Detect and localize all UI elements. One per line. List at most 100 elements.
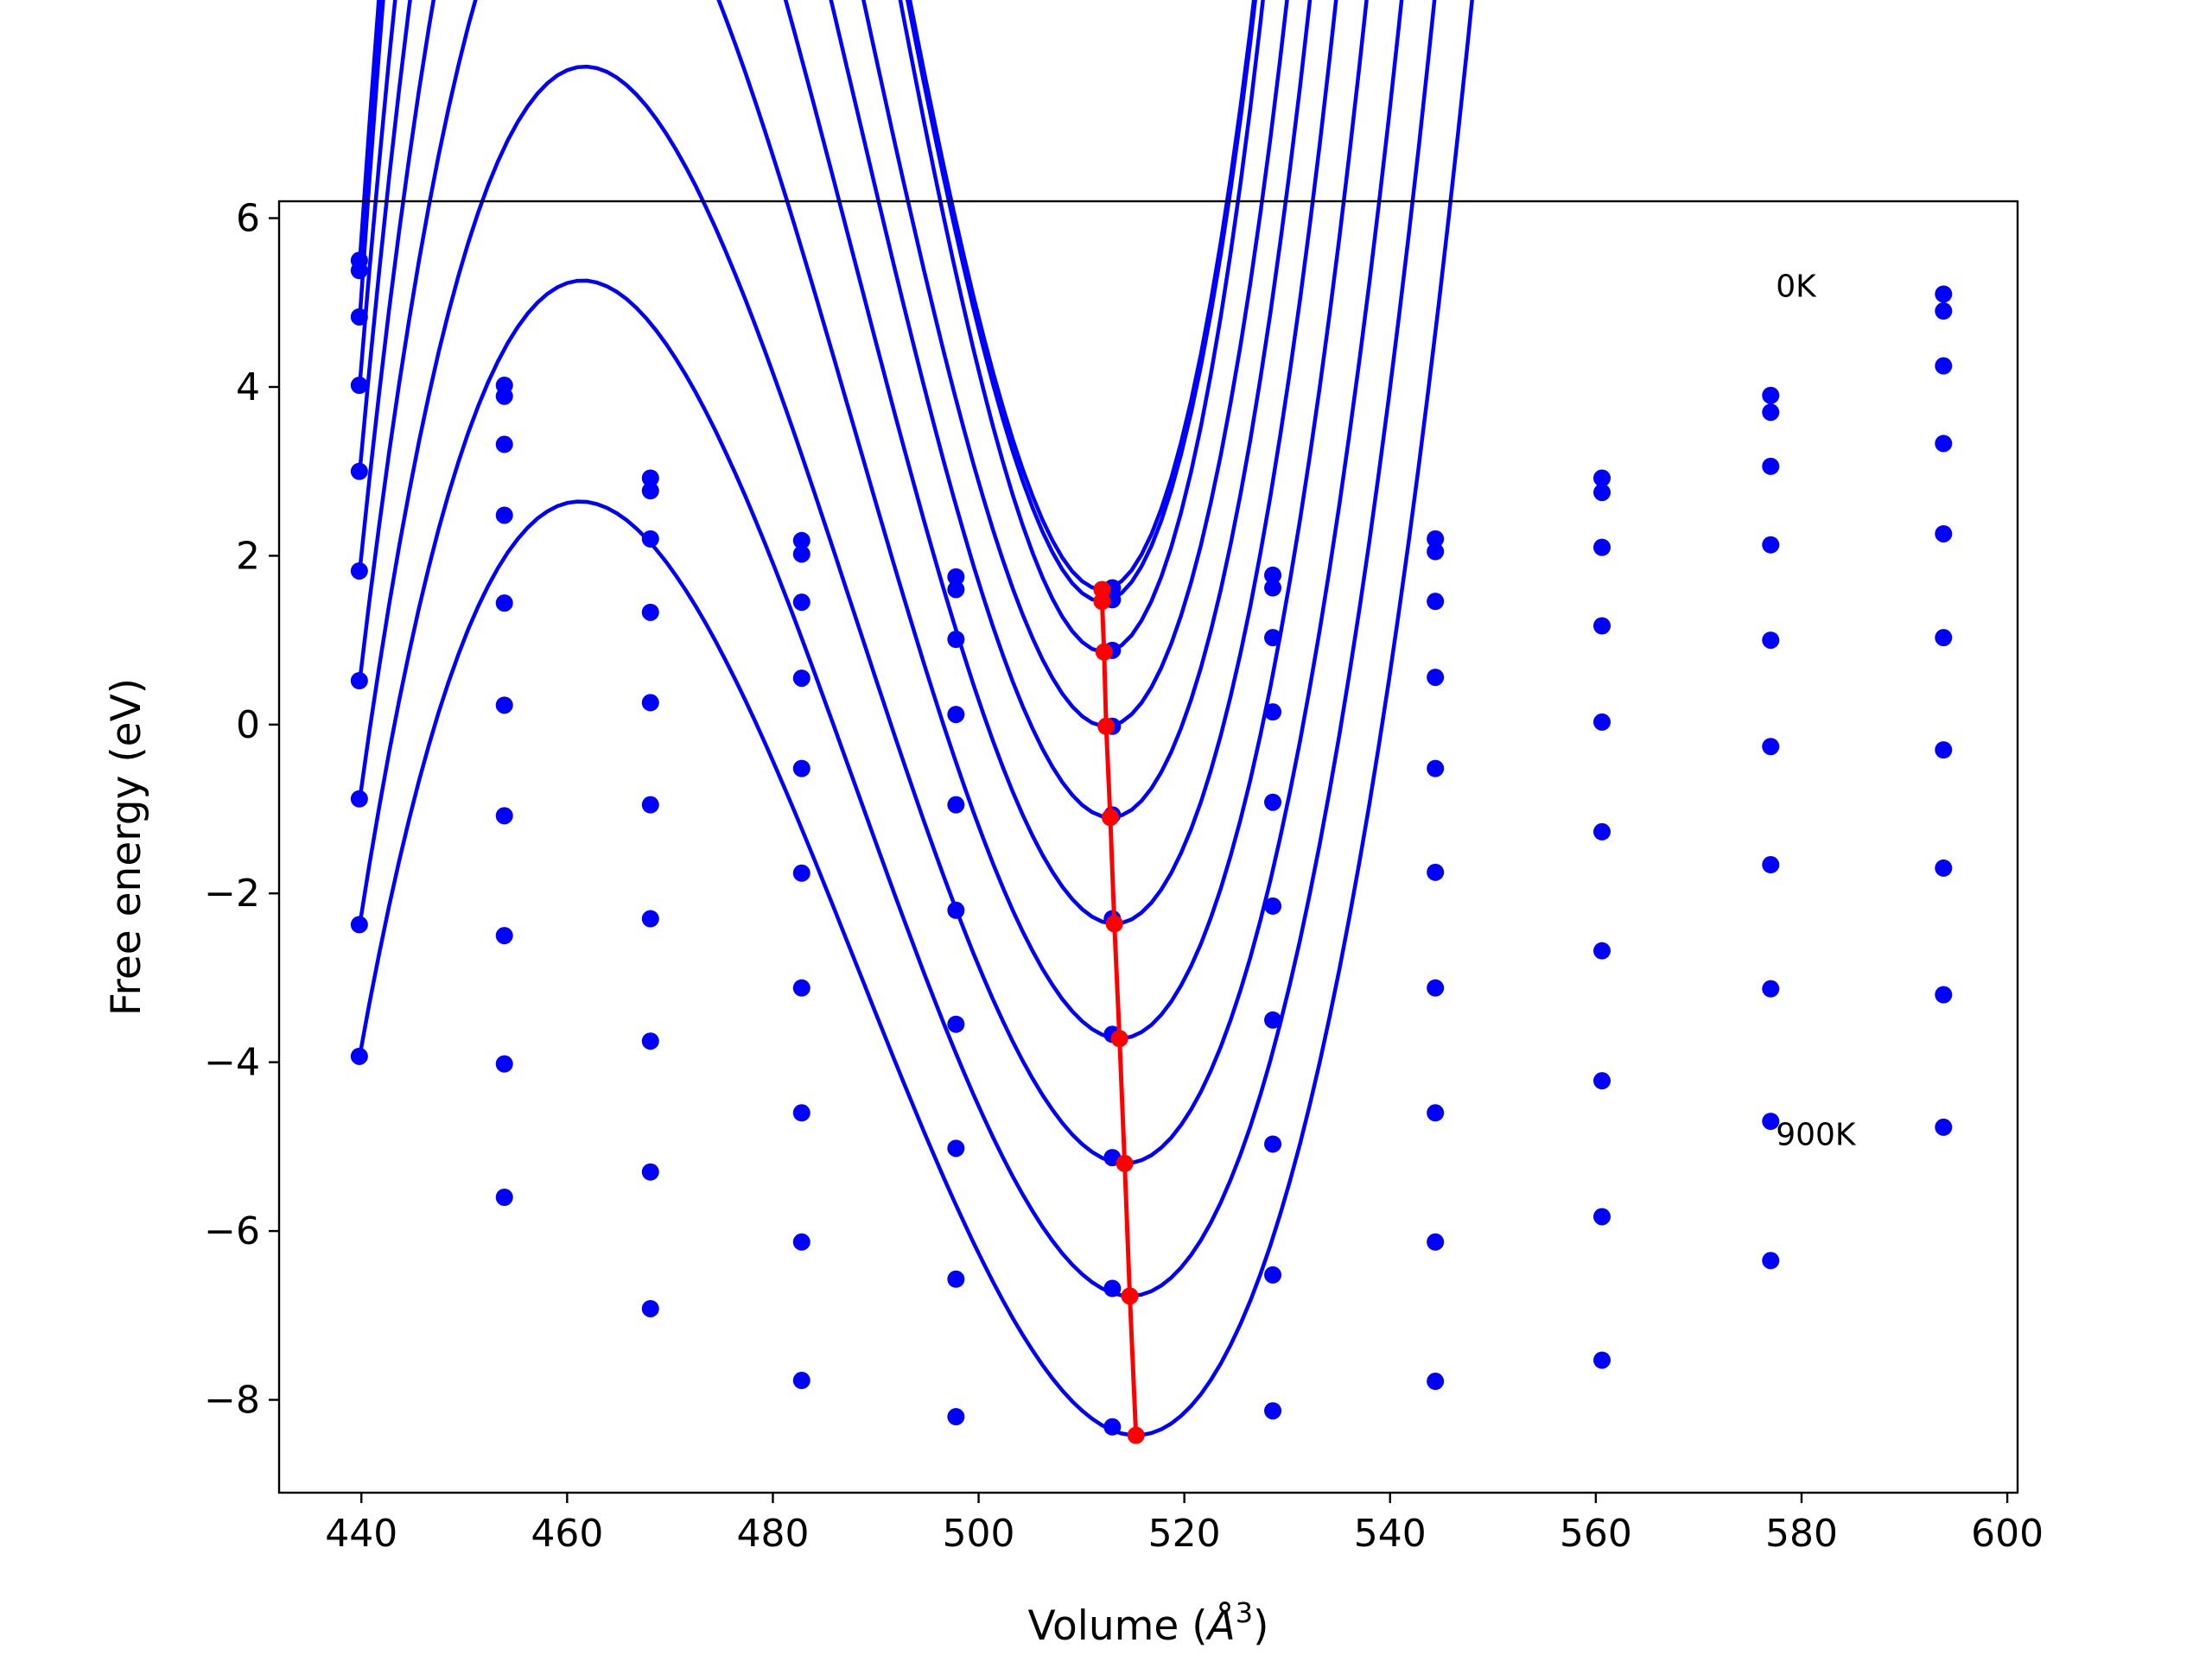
data-point-5-10 (1935, 629, 1953, 647)
data-point-4-10 (1935, 524, 1953, 542)
data-point-7-4 (947, 1139, 965, 1158)
data-point-3-8 (1593, 617, 1611, 635)
data-point-4-0 (350, 462, 368, 480)
data-point-7-10 (1935, 859, 1953, 877)
x-tick-label: 500 (943, 1512, 1015, 1556)
data-point-1-3 (792, 545, 810, 563)
data-point-0-3 (792, 531, 810, 549)
data-point-2-0 (350, 308, 368, 326)
minima-point-3 (1097, 717, 1116, 735)
annotation-900k: 900K (1776, 1118, 1857, 1153)
fit-curve-8 (357, 0, 1437, 1298)
data-point-5-0 (350, 561, 368, 580)
data-point-5-4 (947, 901, 965, 919)
data-point-1-1 (495, 387, 513, 405)
plot-frame (277, 200, 2019, 1494)
x-tick-label: 560 (1560, 1512, 1632, 1556)
x-axis-label-close: ) (1253, 1602, 1268, 1650)
data-point-9-5 (1103, 1418, 1122, 1436)
data-point-2-9 (1762, 457, 1780, 475)
data-point-4-3 (792, 759, 810, 777)
data-point-9-0 (350, 1047, 368, 1065)
data-point-3-6 (1264, 703, 1282, 721)
minima-point-7 (1116, 1154, 1134, 1172)
data-point-5-2 (641, 796, 659, 814)
minima-point-9 (1127, 1426, 1145, 1444)
data-point-8-7 (1427, 1233, 1445, 1251)
data-point-2-10 (1935, 357, 1953, 375)
data-point-4-6 (1264, 793, 1282, 811)
data-point-9-3 (792, 1372, 810, 1390)
y-tick-label: 4 (236, 365, 260, 409)
data-point-3-2 (641, 603, 659, 621)
data-point-7-2 (641, 1032, 659, 1050)
data-point-4-8 (1593, 713, 1611, 731)
data-point-1-9 (1762, 403, 1780, 422)
x-tick-label: 600 (1971, 1512, 2044, 1556)
data-point-4-2 (641, 694, 659, 712)
data-point-6-2 (641, 910, 659, 928)
data-point-8-4 (947, 1270, 965, 1288)
data-point-5-1 (495, 696, 513, 714)
data-point-9-10 (1935, 1118, 1953, 1136)
data-point-2-3 (792, 593, 810, 612)
data-point-2-1 (495, 435, 513, 454)
y-tick-label: 0 (236, 703, 260, 747)
data-point-6-4 (947, 1015, 965, 1033)
fit-curve-0 (357, 0, 1256, 592)
y-tick-label: −2 (204, 872, 260, 916)
fit-curves (357, 0, 1474, 1437)
data-point-6-0 (350, 672, 368, 690)
data-point-5-9 (1762, 738, 1780, 756)
data-point-3-1 (495, 506, 513, 524)
data-point-8-0 (350, 916, 368, 934)
data-point-4-1 (495, 594, 513, 612)
data-point-7-3 (792, 1104, 810, 1122)
data-point-6-10 (1935, 741, 1953, 759)
data-point-9-2 (641, 1299, 659, 1317)
data-point-2-4 (947, 631, 965, 649)
x-axis-ticks: 440 460 480 500 520 540 560 580 600 (325, 1493, 2044, 1556)
data-point-4-4 (947, 796, 965, 814)
data-point-5-8 (1593, 822, 1611, 841)
x-tick-label: 580 (1765, 1512, 1838, 1556)
data-point-6-3 (792, 979, 810, 997)
data-point-2-2 (641, 530, 659, 548)
data-point-9-6 (1264, 1402, 1282, 1420)
data-point-3-3 (792, 669, 810, 688)
data-point-1-10 (1935, 302, 1953, 320)
fit-curve-1 (357, 0, 1257, 604)
data-point-7-8 (1593, 1072, 1611, 1090)
data-point-0-10 (1935, 285, 1953, 303)
minima-point-2 (1095, 643, 1113, 661)
data-point-8-5 (1103, 1279, 1122, 1297)
y-tick-label: 2 (236, 534, 260, 578)
fit-curve-2 (357, 0, 1265, 654)
data-point-0-4 (947, 568, 965, 586)
data-point-8-2 (641, 1163, 659, 1181)
fit-curve-9 (357, 0, 1474, 1437)
data-point-3-0 (350, 377, 368, 395)
data-point-5-3 (792, 864, 810, 882)
minima-line (1099, 589, 1139, 1436)
minima-point-0 (1093, 580, 1111, 599)
data-point-1-0 (350, 262, 368, 280)
data-point-2-8 (1593, 538, 1611, 556)
data-point-9-7 (1427, 1373, 1445, 1391)
minima-line-group (1093, 580, 1145, 1444)
x-tick-label: 480 (736, 1512, 809, 1556)
data-point-9-9 (1762, 1252, 1780, 1270)
data-point-8-8 (1593, 1208, 1611, 1226)
data-point-6-9 (1762, 856, 1780, 874)
fit-curve-4 (357, 0, 1313, 820)
annotation-0k: 0K (1776, 270, 1817, 305)
y-tick-label: −8 (204, 1379, 260, 1423)
x-tick-label: 440 (325, 1512, 397, 1556)
data-point-0-2 (641, 469, 659, 487)
minima-point-4 (1101, 809, 1119, 827)
data-point-8-6 (1264, 1266, 1282, 1284)
data-point-0-6 (1264, 566, 1282, 584)
data-point-7-6 (1264, 1135, 1282, 1153)
